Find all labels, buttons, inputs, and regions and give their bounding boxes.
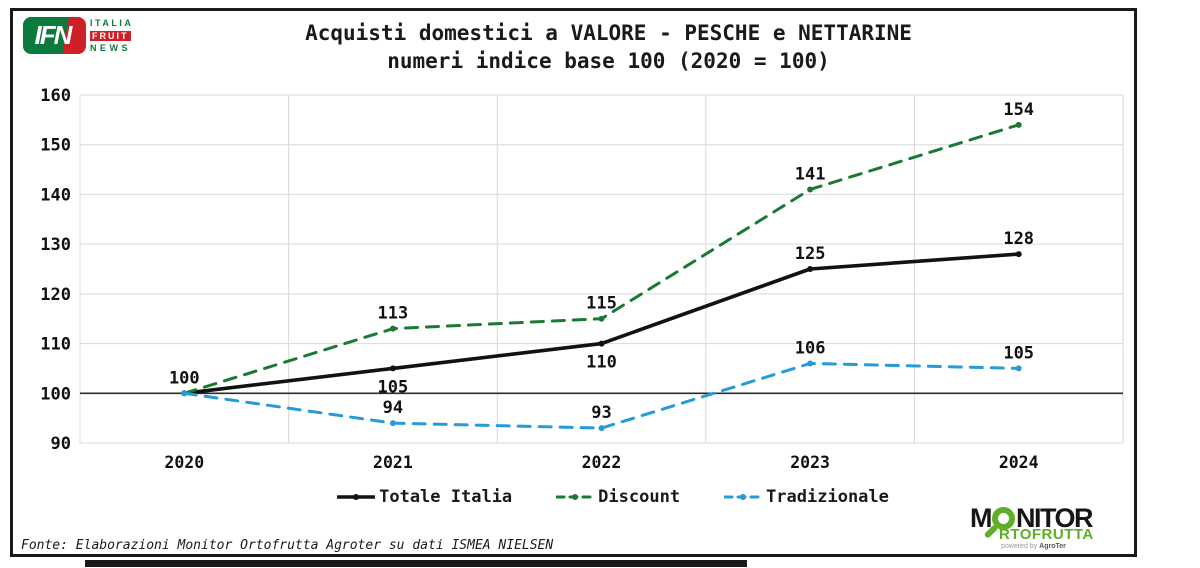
line-chart-plot: 160 150 140 130 120 110 100 90 2020 2021 2022 2023 2… xyxy=(40,86,1124,472)
data-label: 115 xyxy=(586,294,617,314)
monitor-ortofrutta-logo: M NITOR RTOFRUTTA powered by AgroTer xyxy=(970,505,1126,551)
monitor-logo-line1: M NITOR xyxy=(970,503,1126,539)
data-label: 125 xyxy=(795,244,826,264)
legend-marker-tradizionale xyxy=(724,494,763,500)
ifn-logo-wordmark: ITALIA FRUIT NEWS xyxy=(90,17,133,54)
data-label: 105 xyxy=(378,377,409,397)
ifn-word-fruit: FRUIT xyxy=(90,30,131,41)
chart-subtitle: numeri indice base 100 (2020 = 100) xyxy=(387,49,830,73)
source-note: Fonte: Elaborazioni Monitor Ortofrutta A… xyxy=(21,538,554,553)
data-label: 93 xyxy=(591,403,611,423)
monitor-logo-m: M xyxy=(970,503,993,533)
agroter-brand: AgroTer xyxy=(1039,543,1066,550)
chart-title-block: Acquisti domestici a VALORE - PESCHE e N… xyxy=(93,19,1124,75)
legend-marker-discount xyxy=(556,494,595,500)
data-point xyxy=(1015,251,1022,258)
legend-item-totale-italia: Totale Italia xyxy=(337,487,512,507)
x-axis-tick-label: 2024 xyxy=(999,453,1039,472)
legend-label: Totale Italia xyxy=(379,487,513,507)
data-point xyxy=(598,315,605,322)
monitor-logo-line2: RTOFRUTTA xyxy=(999,526,1094,543)
data-label: 141 xyxy=(795,164,826,184)
x-axis-tick-label: 2023 xyxy=(790,453,830,472)
data-point xyxy=(598,340,605,347)
ifn-logo-badge: IFN xyxy=(23,17,86,54)
data-point xyxy=(389,420,396,427)
data-label: 154 xyxy=(1003,100,1034,120)
y-axis-tick-label: 130 xyxy=(40,235,71,255)
y-axis-tick-label: 140 xyxy=(40,185,71,205)
legend-label: Tradizionale xyxy=(766,487,889,507)
y-axis-tick-label: 160 xyxy=(40,86,71,106)
chart-frame: IFN ITALIA FRUIT NEWS Acquisti domestici… xyxy=(10,8,1137,557)
chart-title: Acquisti domestici a VALORE - PESCHE e N… xyxy=(305,21,912,45)
y-axis-tick-label: 100 xyxy=(40,384,71,404)
legend-item-tradizionale: Tradizionale xyxy=(724,487,889,507)
x-axis-tick-label: 2022 xyxy=(582,453,622,472)
y-axis-tick-label: 90 xyxy=(51,434,71,454)
y-axis-tick-label: 110 xyxy=(40,335,71,355)
monitor-logo-nitor: NITOR xyxy=(1016,503,1094,533)
data-point xyxy=(389,365,396,372)
magnifier-icon xyxy=(983,506,1015,539)
data-label: 113 xyxy=(378,304,409,324)
data-point xyxy=(389,325,396,332)
x-axis-tick-label: 2021 xyxy=(373,453,413,472)
data-point xyxy=(1015,365,1022,372)
ifn-logo: IFN ITALIA FRUIT NEWS xyxy=(23,17,133,54)
ifn-word-news: NEWS xyxy=(90,43,131,53)
data-label: 128 xyxy=(1003,229,1034,249)
legend-marker-totale-italia xyxy=(337,494,376,500)
data-point xyxy=(1015,121,1022,128)
data-point xyxy=(181,390,188,397)
x-axis-tick-label: 2020 xyxy=(164,453,204,472)
legend-item-discount: Discount xyxy=(556,487,680,507)
data-point xyxy=(807,186,814,193)
data-label: 94 xyxy=(383,398,403,418)
y-axis-tick-label: 120 xyxy=(40,285,71,305)
ifn-word-italia: ITALIA xyxy=(90,18,134,28)
data-label: 110 xyxy=(586,353,617,373)
monitor-logo-powered: powered by AgroTer xyxy=(1001,543,1066,550)
chart-legend: Totale Italia Discount Tradizionale xyxy=(133,487,1093,507)
data-label: 105 xyxy=(1003,343,1034,363)
data-point xyxy=(807,360,814,367)
bottom-bar-fragment xyxy=(85,560,747,567)
data-label: 106 xyxy=(795,338,826,358)
legend-label: Discount xyxy=(598,487,681,507)
data-label: 100 xyxy=(169,368,200,388)
data-point xyxy=(807,266,814,272)
y-axis-tick-label: 150 xyxy=(40,136,71,156)
data-point xyxy=(598,425,605,432)
